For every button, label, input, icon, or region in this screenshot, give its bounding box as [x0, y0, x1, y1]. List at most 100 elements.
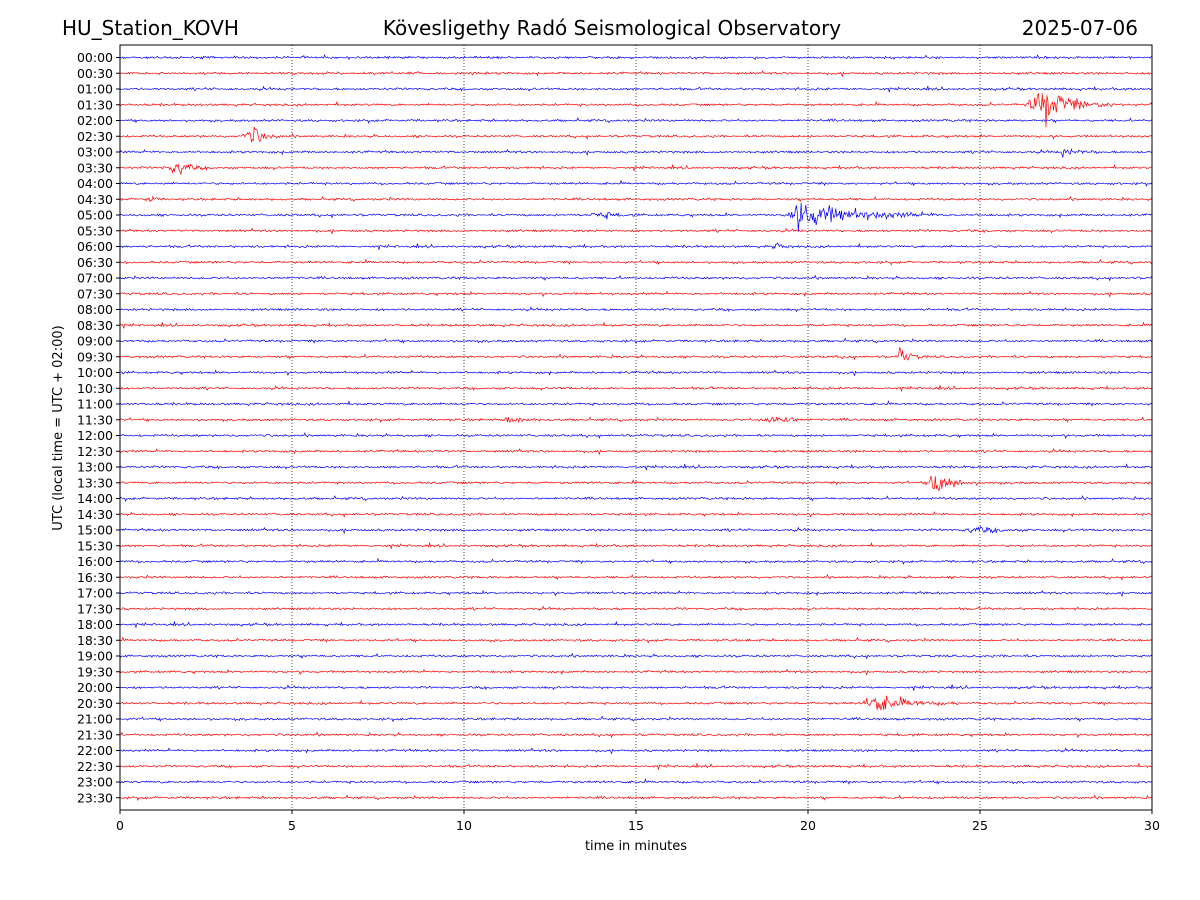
trace-10:00	[119, 369, 1153, 377]
row-label-06:00: 06:00	[77, 239, 113, 254]
trace-16:30	[119, 573, 1153, 581]
trace-12:30	[119, 447, 1153, 456]
row-label-19:30: 19:30	[77, 664, 113, 679]
row-label-13:00: 13:00	[77, 460, 113, 475]
row-label-09:30: 09:30	[77, 349, 113, 364]
station-name: HU_Station_KOVH	[62, 16, 239, 40]
seismic-traces	[119, 53, 1153, 802]
row-label-16:00: 16:00	[77, 554, 113, 569]
row-label-14:30: 14:30	[77, 507, 113, 522]
trace-17:30	[119, 605, 1153, 612]
row-label-16:30: 16:30	[77, 570, 113, 585]
row-label-12:30: 12:30	[77, 444, 113, 459]
row-label-11:00: 11:00	[77, 397, 113, 412]
row-label-22:30: 22:30	[77, 759, 113, 774]
row-label-05:00: 05:00	[77, 208, 113, 223]
trace-14:00	[119, 495, 1153, 502]
plot-area	[120, 45, 1152, 810]
trace-18:30	[119, 636, 1153, 644]
row-label-03:00: 03:00	[77, 145, 113, 160]
row-label-05:30: 05:30	[77, 223, 113, 238]
trace-23:00	[119, 778, 1153, 785]
row-label-08:00: 08:00	[77, 302, 113, 317]
trace-05:00	[119, 202, 1153, 232]
row-label-19:00: 19:00	[77, 649, 113, 664]
trace-14:30	[119, 511, 1153, 518]
row-label-02:30: 02:30	[77, 129, 113, 144]
x-axis-label: time in minutes	[585, 839, 687, 854]
trace-00:00	[119, 53, 1153, 61]
trace-16:00	[119, 557, 1153, 565]
trace-18:00	[119, 620, 1153, 628]
trace-19:30	[119, 668, 1153, 676]
trace-08:30	[119, 321, 1153, 329]
trace-09:30	[119, 346, 1153, 361]
row-label-00:00: 00:00	[77, 50, 113, 65]
row-label-12:00: 12:00	[77, 428, 113, 443]
trace-02:30	[119, 126, 1153, 143]
chart-date: 2025-07-06	[1022, 16, 1138, 40]
row-label-09:00: 09:00	[77, 334, 113, 349]
trace-21:30	[119, 731, 1153, 739]
trace-21:00	[119, 715, 1153, 723]
row-label-04:00: 04:00	[77, 176, 113, 191]
row-label-13:30: 13:30	[77, 475, 113, 490]
row-label-06:30: 06:30	[77, 255, 113, 270]
row-label-18:00: 18:00	[77, 617, 113, 632]
row-label-15:00: 15:00	[77, 523, 113, 538]
x-tick-label-25: 25	[972, 818, 988, 833]
row-label-07:00: 07:00	[77, 271, 113, 286]
trace-03:30	[119, 163, 1153, 175]
row-label-00:30: 00:30	[77, 66, 113, 81]
trace-03:00	[119, 148, 1153, 158]
trace-23:30	[119, 794, 1153, 802]
row-label-15:30: 15:30	[77, 538, 113, 553]
x-tick-label-5: 5	[288, 818, 296, 833]
trace-06:00	[119, 242, 1153, 250]
row-label-04:30: 04:30	[77, 192, 113, 207]
row-label-10:30: 10:30	[77, 381, 113, 396]
trace-05:30	[119, 227, 1153, 235]
row-label-23:30: 23:30	[77, 790, 113, 805]
y-axis-label: UTC (local time = UTC + 02:00)	[51, 325, 66, 530]
row-label-10:00: 10:00	[77, 365, 113, 380]
x-axis-ticks: 0 5 10 15 20 25 30	[116, 810, 1160, 833]
trace-01:30	[119, 93, 1153, 128]
chart-title: Kövesligethy Radó Seismological Observat…	[383, 16, 841, 40]
trace-17:00	[119, 589, 1153, 597]
trace-19:00	[119, 652, 1153, 660]
trace-22:00	[119, 747, 1153, 755]
trace-20:00	[119, 684, 1153, 691]
trace-15:30	[119, 542, 1153, 549]
trace-04:00	[119, 179, 1153, 187]
y-axis-ticks: 00:0000:3001:0001:3002:0002:3003:0003:30…	[77, 50, 120, 805]
trace-00:30	[119, 70, 1153, 78]
trace-13:30	[119, 476, 1153, 492]
row-label-17:30: 17:30	[77, 601, 113, 616]
row-label-18:30: 18:30	[77, 633, 113, 648]
trace-09:00	[119, 337, 1153, 345]
row-label-14:00: 14:00	[77, 491, 113, 506]
trace-06:30	[119, 258, 1153, 266]
row-label-11:30: 11:30	[77, 412, 113, 427]
trace-13:00	[119, 463, 1153, 471]
x-tick-label-15: 15	[628, 818, 644, 833]
trace-07:00	[119, 274, 1153, 282]
x-tick-label-10: 10	[456, 818, 472, 833]
trace-07:30	[119, 290, 1153, 298]
row-label-21:30: 21:30	[77, 727, 113, 742]
x-tick-label-0: 0	[116, 818, 124, 833]
trace-12:00	[119, 432, 1153, 440]
trace-10:30	[119, 384, 1153, 392]
trace-15:00	[119, 525, 1153, 534]
trace-02:00	[119, 117, 1153, 124]
row-label-23:00: 23:00	[77, 775, 113, 790]
row-label-17:00: 17:00	[77, 586, 113, 601]
row-label-07:30: 07:30	[77, 286, 113, 301]
row-label-01:00: 01:00	[77, 82, 113, 97]
trace-04:30	[119, 195, 1153, 203]
row-label-20:30: 20:30	[77, 696, 113, 711]
x-tick-label-20: 20	[800, 818, 816, 833]
row-label-01:30: 01:30	[77, 97, 113, 112]
